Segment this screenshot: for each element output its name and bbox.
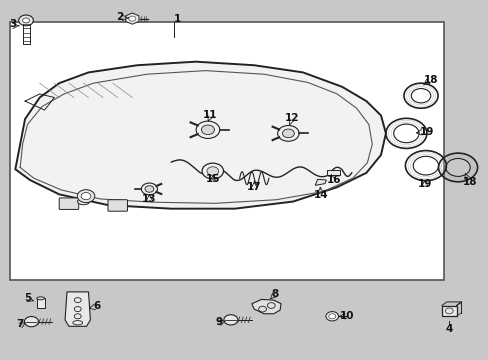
Text: 16: 16 — [326, 175, 340, 185]
Text: 5: 5 — [24, 293, 31, 303]
Circle shape — [277, 126, 299, 141]
FancyBboxPatch shape — [108, 200, 127, 211]
Circle shape — [24, 316, 39, 327]
Text: 17: 17 — [246, 182, 261, 192]
Bar — [37, 298, 44, 309]
Text: 4: 4 — [445, 324, 452, 334]
Text: 18: 18 — [462, 177, 476, 187]
Circle shape — [19, 15, 33, 26]
Circle shape — [328, 314, 335, 319]
Text: 18: 18 — [423, 75, 437, 85]
Circle shape — [77, 190, 95, 203]
Bar — [441, 306, 456, 316]
Polygon shape — [125, 13, 139, 24]
Circle shape — [325, 312, 338, 321]
Circle shape — [224, 315, 237, 325]
Bar — [10, 22, 444, 280]
Circle shape — [282, 129, 294, 138]
Text: 6: 6 — [93, 301, 101, 311]
Polygon shape — [251, 300, 281, 314]
Text: 11: 11 — [203, 111, 217, 121]
Text: 19: 19 — [419, 127, 434, 136]
Ellipse shape — [77, 198, 89, 205]
Text: 10: 10 — [339, 311, 353, 321]
Circle shape — [201, 125, 214, 135]
FancyBboxPatch shape — [59, 198, 79, 210]
Circle shape — [22, 18, 29, 23]
Circle shape — [145, 186, 154, 192]
Circle shape — [129, 16, 136, 21]
Circle shape — [206, 167, 218, 175]
Text: 15: 15 — [205, 174, 220, 184]
Text: 7: 7 — [17, 319, 24, 329]
Ellipse shape — [37, 297, 44, 300]
Polygon shape — [315, 179, 326, 185]
Text: 1: 1 — [174, 14, 181, 24]
Circle shape — [141, 183, 157, 195]
Text: 12: 12 — [285, 113, 299, 123]
Circle shape — [202, 163, 223, 179]
Text: 13: 13 — [142, 194, 156, 204]
Text: 3: 3 — [9, 19, 17, 30]
Text: 8: 8 — [271, 289, 278, 299]
Polygon shape — [65, 292, 90, 326]
Circle shape — [196, 121, 219, 139]
Text: 19: 19 — [417, 179, 431, 189]
Text: 14: 14 — [314, 190, 328, 200]
Polygon shape — [15, 62, 385, 209]
Circle shape — [81, 193, 91, 200]
Text: 2: 2 — [116, 12, 123, 22]
Bar — [327, 170, 339, 175]
Text: 9: 9 — [215, 318, 222, 327]
